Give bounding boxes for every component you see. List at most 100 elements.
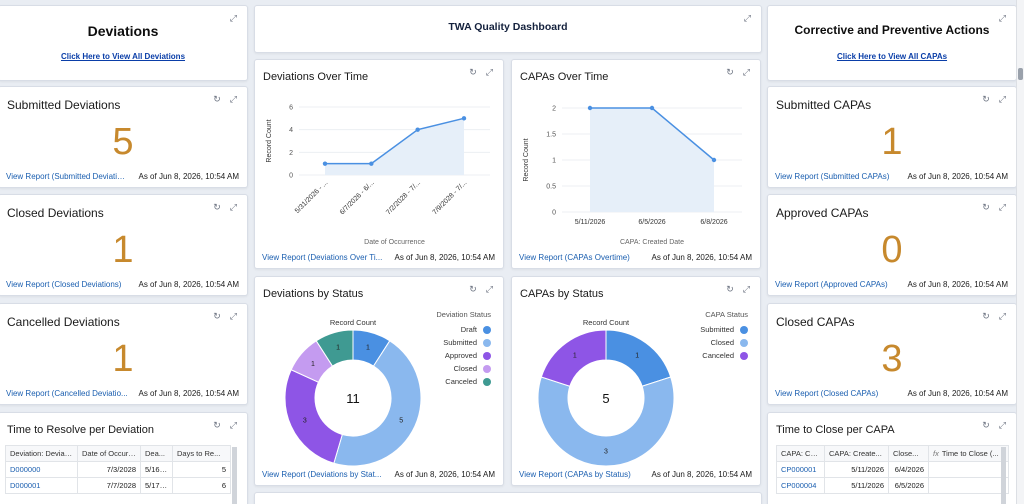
- legend-item[interactable]: Draft: [401, 323, 491, 336]
- column-header[interactable]: CAPA: Create...: [824, 445, 889, 462]
- table-cell: 5/17/20: [140, 477, 173, 494]
- view-all-capas-link[interactable]: Click Here to View All CAPAs: [836, 52, 948, 61]
- metric-value: 0: [881, 229, 903, 271]
- view-report-link[interactable]: View Report (Approved CAPAs): [775, 280, 888, 289]
- submitted-capas-card: Submitted CAPAs ↻ ⤢ 1 View Report (Submit…: [767, 86, 1017, 188]
- expand-icon[interactable]: ⤢: [485, 284, 493, 294]
- expand-icon[interactable]: ⤢: [743, 13, 751, 23]
- area-fill: [590, 108, 714, 212]
- record-link[interactable]: D000000: [10, 465, 41, 474]
- view-report-link[interactable]: View Report (Deviations by Stat...: [262, 470, 382, 479]
- refresh-icon[interactable]: ↻: [726, 67, 734, 77]
- refresh-icon[interactable]: ↻: [213, 420, 221, 430]
- record-link[interactable]: D000001: [10, 481, 41, 490]
- slice-label: 1: [336, 345, 340, 352]
- column-header[interactable]: Close...: [888, 445, 929, 462]
- y-tick-label: 6: [289, 105, 293, 112]
- expand-icon[interactable]: ⤢: [229, 202, 237, 212]
- expand-icon[interactable]: ⤢: [742, 67, 750, 77]
- refresh-icon[interactable]: ↻: [726, 284, 734, 294]
- view-report-link[interactable]: View Report (CAPAs by Status): [519, 470, 631, 479]
- expand-icon[interactable]: ⤢: [742, 284, 750, 294]
- legend-item[interactable]: Submitted: [658, 323, 748, 336]
- legend-item[interactable]: Approved: [401, 349, 491, 362]
- refresh-icon[interactable]: ↻: [982, 202, 990, 212]
- legend-item[interactable]: Submitted: [401, 336, 491, 349]
- refresh-icon[interactable]: ↻: [213, 94, 221, 104]
- column-header[interactable]: Dea...: [140, 445, 173, 462]
- refresh-icon[interactable]: ↻: [213, 202, 221, 212]
- time-to-close-table: CAPA: CA... CAPA: Create... Close... fx T…: [776, 445, 1009, 494]
- expand-icon[interactable]: ⤢: [998, 13, 1006, 23]
- y-tick-label: 2: [552, 106, 556, 113]
- legend-swatch: [740, 325, 748, 334]
- capa-header-card: ⤢ Corrective and Preventive Actions Clic…: [767, 5, 1017, 81]
- view-report-link[interactable]: View Report (Submitted CAPAs): [775, 172, 890, 181]
- legend-title: Deviation Status: [436, 310, 491, 319]
- view-report-link[interactable]: View Report (Closed CAPAs): [775, 389, 879, 398]
- card-title: Deviations by Status: [263, 288, 364, 300]
- refresh-icon[interactable]: ↻: [213, 311, 221, 321]
- time-to-resolve-card: Time to Resolve per Deviation ↻ ⤢ Deviati…: [0, 412, 248, 504]
- legend-swatch: [740, 351, 748, 360]
- expand-icon[interactable]: ⤢: [998, 94, 1006, 104]
- expand-icon[interactable]: ⤢: [229, 13, 237, 23]
- view-report-link[interactable]: View Report (Deviations Over Ti...: [262, 253, 383, 262]
- closed-capas-card: Closed CAPAs ↻ ⤢ 3 View Report (Closed CA…: [767, 303, 1017, 405]
- x-tick-label: 6/7/2026 - 6/...: [339, 179, 376, 216]
- legend-label: Draft: [460, 325, 477, 334]
- column-header[interactable]: Date of Occurr...: [77, 445, 141, 462]
- legend-label: Canceled: [702, 351, 734, 360]
- expand-icon[interactable]: ⤢: [229, 94, 237, 104]
- expand-icon[interactable]: ⤢: [998, 311, 1006, 321]
- legend-item[interactable]: Canceled: [658, 349, 748, 362]
- closed-deviations-card: Closed Deviations ↻ ⤢ 1 View Report (Clos…: [0, 194, 248, 296]
- expand-icon[interactable]: ⤢: [998, 420, 1006, 430]
- dashboard-title: TWA Quality Dashboard: [448, 21, 568, 33]
- y-tick-label: 2: [289, 150, 293, 157]
- view-all-deviations-link[interactable]: Click Here to View All Deviations: [60, 52, 186, 61]
- as-of-timestamp: As of Jun 8, 2026, 10:54 AM: [907, 280, 1008, 289]
- page-scrollbar-thumb[interactable]: [1018, 68, 1023, 80]
- legend-title: CAPA Status: [705, 310, 748, 319]
- refresh-icon[interactable]: ↻: [469, 284, 477, 294]
- table-cell: 5: [172, 461, 231, 478]
- expand-icon[interactable]: ⤢: [229, 420, 237, 430]
- lower-dashboard-card: [254, 492, 762, 504]
- view-report-link[interactable]: View Report (Closed Deviations): [6, 280, 122, 289]
- card-title: CAPAs by Status: [520, 288, 604, 300]
- donut-total: 5: [602, 391, 609, 406]
- legend-label: Approved: [444, 351, 477, 360]
- capas-over-time-chart: 0 0.5 1 1.5 2 5/11/2026 6/5/2026 6/8/2026 CAPA: …: [523, 106, 742, 246]
- refresh-icon[interactable]: ↻: [982, 420, 990, 430]
- column-header[interactable]: Deviation: Deviati...: [5, 445, 78, 462]
- table-scrollbar[interactable]: [1001, 447, 1006, 504]
- refresh-icon[interactable]: ↻: [469, 67, 477, 77]
- refresh-icon[interactable]: ↻: [982, 311, 990, 321]
- x-tick-label: 5/31/2026 - ...: [294, 179, 330, 215]
- deviations-header-card: ⤢ Deviations Click Here to View All Devi…: [0, 5, 248, 81]
- donut-slice: [540, 329, 607, 387]
- page-scrollbar[interactable]: [1016, 0, 1024, 504]
- record-link[interactable]: CP000004: [781, 481, 817, 490]
- view-report-link[interactable]: View Report (Submitted Deviatio...: [6, 172, 128, 181]
- legend-item[interactable]: Closed: [401, 362, 491, 375]
- x-tick-label: 6/5/2026: [638, 219, 665, 226]
- legend-item[interactable]: Closed: [658, 336, 748, 349]
- y-axis-label: Record Count: [266, 119, 273, 162]
- column-header[interactable]: CAPA: CA...: [776, 445, 825, 462]
- record-link[interactable]: CP000001: [781, 465, 817, 474]
- column-header[interactable]: fx Time to Close (...: [928, 445, 1009, 462]
- x-axis-label: CAPA: Created Date: [620, 239, 684, 246]
- expand-icon[interactable]: ⤢: [485, 67, 493, 77]
- table-scrollbar[interactable]: [232, 447, 237, 504]
- refresh-icon[interactable]: ↻: [982, 94, 990, 104]
- y-tick-label: 0: [289, 173, 293, 180]
- view-report-link[interactable]: View Report (Cancelled Deviatio...: [6, 389, 128, 398]
- y-tick-label: 1: [552, 158, 556, 165]
- column-header[interactable]: Days to Re...: [172, 445, 231, 462]
- view-report-link[interactable]: View Report (CAPAs Overtime): [519, 253, 630, 262]
- expand-icon[interactable]: ⤢: [229, 311, 237, 321]
- legend-item[interactable]: Canceled: [401, 375, 491, 388]
- expand-icon[interactable]: ⤢: [998, 202, 1006, 212]
